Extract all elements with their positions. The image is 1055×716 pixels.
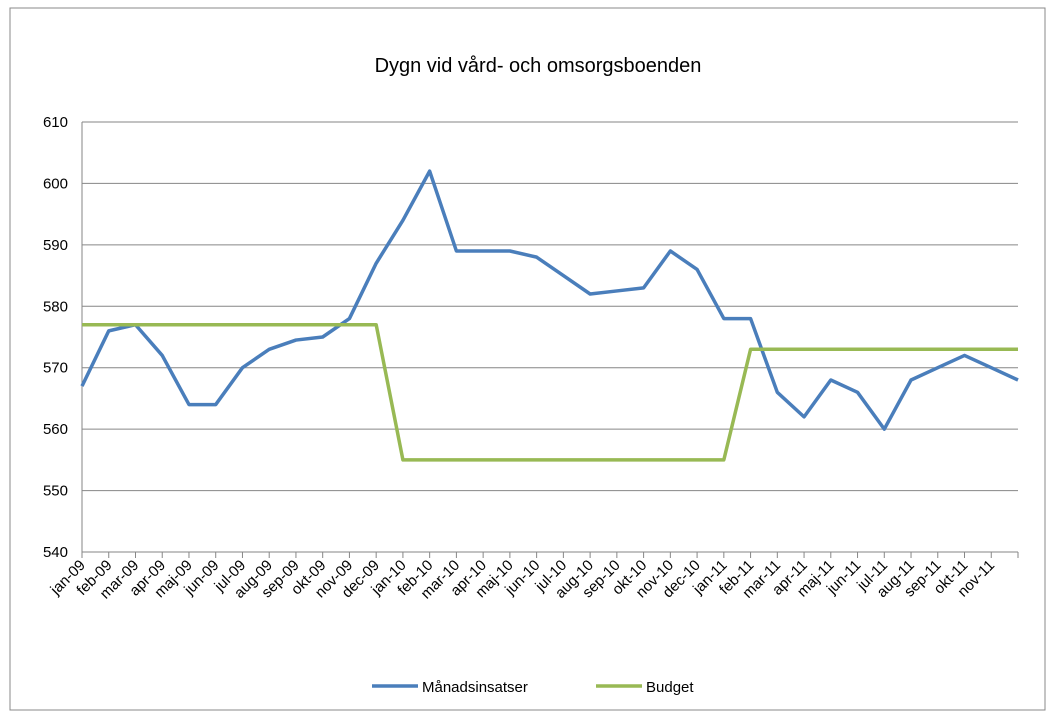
y-tick-label: 540	[43, 544, 68, 561]
y-tick-label: 570	[43, 360, 68, 377]
series-line	[80, 169, 1019, 431]
y-tick-label: 550	[43, 483, 68, 500]
legend-label: Månadsinsatser	[422, 679, 528, 696]
y-tick-label: 600	[43, 175, 68, 192]
chart-title: Dygn vid vård- och omsorgsboenden	[375, 55, 702, 77]
y-tick-label: 580	[43, 298, 68, 315]
y-tick-label: 560	[43, 421, 68, 438]
y-tick-label: 610	[43, 114, 68, 131]
series-line	[82, 322, 1018, 462]
y-tick-label: 590	[43, 237, 68, 254]
legend-label: Budget	[646, 679, 694, 696]
chart-border	[9, 7, 1046, 711]
